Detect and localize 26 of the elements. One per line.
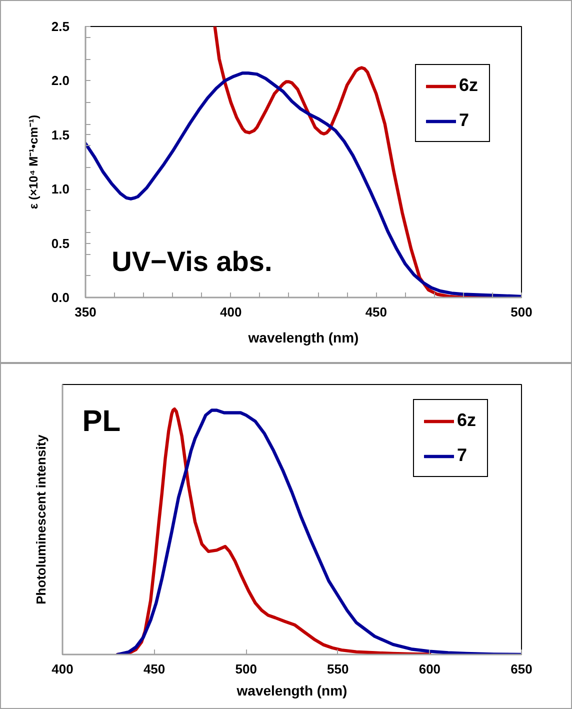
- x-tick-label: 600: [418, 662, 441, 676]
- x-tick-label: 500: [235, 662, 257, 676]
- annotation: PL: [82, 404, 121, 438]
- x-axis-title: wavelength (nm): [236, 682, 348, 698]
- y-tick-label: 0.0: [51, 290, 70, 305]
- x-tick-label: 650: [510, 662, 532, 676]
- x-tick-label: 350: [74, 304, 96, 320]
- y-tick-label: 1.5: [51, 127, 70, 142]
- y-tick-label: 2.0: [51, 73, 70, 88]
- x-tick-label: 450: [365, 304, 388, 320]
- annotation: UV−Vis abs.: [112, 246, 272, 278]
- x-tick-label: 500: [510, 304, 532, 320]
- y-axis-title: ε (×10⁴ M⁻¹•cm⁻¹): [26, 114, 40, 210]
- y-tick-label: 0.5: [51, 236, 70, 251]
- legend-label: 6z: [459, 75, 479, 96]
- x-tick-label: 550: [327, 662, 349, 676]
- legend-label: 7: [459, 110, 470, 131]
- x-tick-label: 400: [52, 662, 74, 676]
- x-tick-label: 400: [220, 304, 242, 320]
- x-tick-label: 450: [143, 662, 166, 676]
- legend-label: 6z: [457, 410, 477, 431]
- x-axis-title: wavelength (nm): [247, 330, 359, 346]
- legend-label: 7: [457, 445, 468, 466]
- y-axis-title: Photoluminescent intensity: [34, 434, 48, 604]
- y-tick-label: 1.0: [51, 182, 70, 197]
- y-tick-label: 2.5: [51, 19, 70, 34]
